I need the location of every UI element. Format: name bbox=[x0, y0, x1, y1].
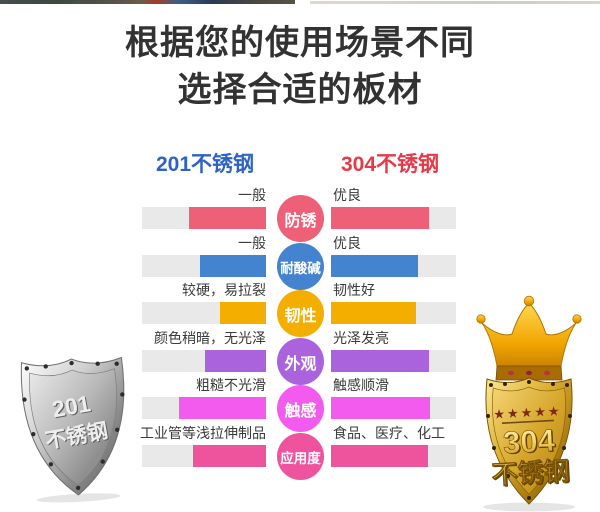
right-bar-label-2: 韧性好 bbox=[333, 282, 375, 298]
gold-shield-text-shadow: 不锈钢 bbox=[492, 457, 571, 491]
left-track-5 bbox=[142, 445, 266, 467]
right-bar-label-1: 优良 bbox=[333, 235, 361, 251]
right-track-5 bbox=[331, 445, 456, 467]
left-bar-label-5: 工业管等浅拉伸制品 bbox=[140, 425, 266, 441]
title-line2: 选择合适的板材 bbox=[177, 71, 423, 109]
gold-shield-number-shadow: 304 bbox=[503, 424, 557, 462]
right-fill-2 bbox=[331, 302, 416, 324]
left-track-0 bbox=[142, 207, 266, 229]
left-track-3 bbox=[142, 350, 266, 372]
five-stars: ★★★★★ bbox=[493, 403, 562, 422]
left-track-1 bbox=[142, 255, 266, 277]
photo-edge-strip-right bbox=[310, 1, 600, 4]
gold-rivets bbox=[486, 380, 572, 500]
left-fill-3 bbox=[205, 350, 266, 372]
gold-shield-number: 304 bbox=[502, 423, 556, 461]
right-bar-label-4: 触感顺滑 bbox=[333, 377, 389, 393]
left-bar-label-4: 粗糙不光滑 bbox=[196, 377, 266, 393]
right-fill-4 bbox=[331, 397, 430, 419]
right-fill-5 bbox=[331, 445, 428, 467]
left-bar-label-2: 较硬，易拉裂 bbox=[182, 282, 266, 298]
silver-shield-201-badge: 201 201 不锈钢 不锈钢 bbox=[20, 356, 125, 503]
left-fill-2 bbox=[220, 302, 266, 324]
left-track-4 bbox=[142, 397, 266, 419]
gold-shield-304-badge: ★★★★★ 304 304 不锈钢 不锈钢 bbox=[476, 295, 582, 512]
category-badge-5: 应用度 bbox=[277, 433, 324, 480]
category-badge-3: 外观 bbox=[277, 338, 324, 385]
column-header-304: 304不锈钢 bbox=[340, 153, 440, 176]
gold-shield-text: 不锈钢 bbox=[491, 456, 570, 490]
right-bar-label-0: 优良 bbox=[333, 187, 361, 203]
left-fill-1 bbox=[200, 255, 266, 277]
photo-edge-strip-left bbox=[0, 0, 295, 4]
shield-shadow bbox=[483, 502, 575, 512]
right-track-2 bbox=[331, 302, 456, 324]
right-track-4 bbox=[331, 397, 456, 419]
right-fill-1 bbox=[331, 255, 418, 277]
right-track-3 bbox=[331, 350, 456, 372]
category-badge-1: 耐酸碱 bbox=[277, 243, 324, 290]
page-title: 根据您的使用场景不同 选择合适的板材 bbox=[0, 20, 600, 114]
left-fill-5 bbox=[193, 445, 266, 467]
right-fill-0 bbox=[331, 207, 429, 229]
right-bar-label-5: 食品、医疗、化工 bbox=[333, 425, 445, 441]
left-bar-label-3: 颜色稍暗，无光泽 bbox=[154, 330, 266, 346]
category-badge-2: 韧性 bbox=[277, 290, 324, 337]
right-fill-3 bbox=[331, 350, 429, 372]
gold-shield-inner bbox=[492, 386, 566, 495]
title-line1: 根据您的使用场景不同 bbox=[125, 24, 475, 62]
silver-rivets bbox=[22, 360, 125, 491]
right-bar-label-3: 光泽发亮 bbox=[333, 330, 389, 346]
category-badge-4: 触感 bbox=[277, 385, 324, 432]
column-header-201: 201不锈钢 bbox=[155, 153, 255, 176]
left-bar-label-0: 一般 bbox=[238, 187, 266, 203]
left-fill-0 bbox=[189, 207, 266, 229]
left-track-2 bbox=[142, 302, 266, 324]
right-track-0 bbox=[331, 207, 456, 229]
crown bbox=[476, 295, 582, 381]
shield-shadow bbox=[36, 493, 121, 503]
left-fill-4 bbox=[179, 397, 266, 419]
stars-underline bbox=[501, 419, 554, 424]
left-bar-label-1: 一般 bbox=[238, 235, 266, 251]
silver-shield-inner bbox=[29, 368, 117, 486]
crown-jewels bbox=[508, 370, 550, 376]
right-track-1 bbox=[331, 255, 456, 277]
category-badge-0: 防锈 bbox=[277, 195, 324, 242]
